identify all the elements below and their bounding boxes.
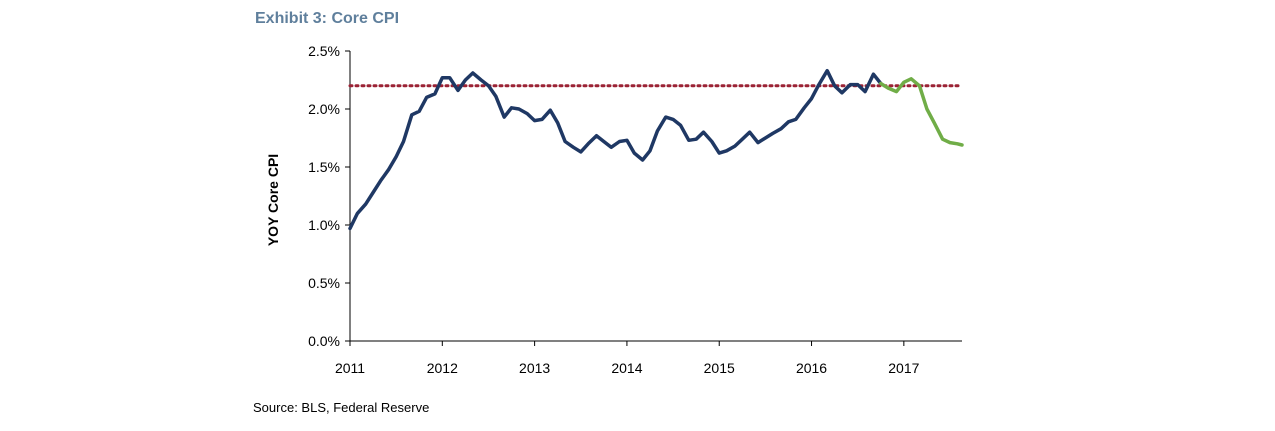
series-line-actual: [348, 68, 883, 231]
y-axis-ticks: 0.0% 0.5% 1.0% 1.5% 2.0% 2.5%: [308, 43, 350, 349]
x-tick-label: 2011: [335, 360, 365, 376]
x-tick-label: 2016: [796, 360, 827, 376]
y-tick-label: 2.5%: [308, 43, 340, 59]
y-tick-label: 0.5%: [308, 275, 340, 291]
y-tick-label: 1.5%: [308, 159, 340, 175]
x-tick-label: 2013: [519, 360, 550, 376]
series-line-forecast: [879, 77, 964, 147]
x-tick-label: 2014: [611, 360, 642, 376]
y-tick-label: 1.0%: [308, 217, 340, 233]
y-axis-title: YOY Core CPI: [265, 154, 281, 246]
source-note: Source: BLS, Federal Reserve: [253, 400, 430, 415]
y-tick-label: 0.0%: [308, 333, 340, 349]
x-tick-label: 2017: [888, 360, 919, 376]
x-tick-label: 2015: [704, 360, 735, 376]
x-axis-ticks: 2011 2012 2013 2014 2015 2016 2017: [335, 341, 920, 376]
series-group: [348, 68, 964, 231]
y-tick-label: 2.0%: [308, 101, 340, 117]
exhibit-title: Exhibit 3: Core CPI: [255, 10, 400, 27]
x-tick-label: 2012: [427, 360, 458, 376]
